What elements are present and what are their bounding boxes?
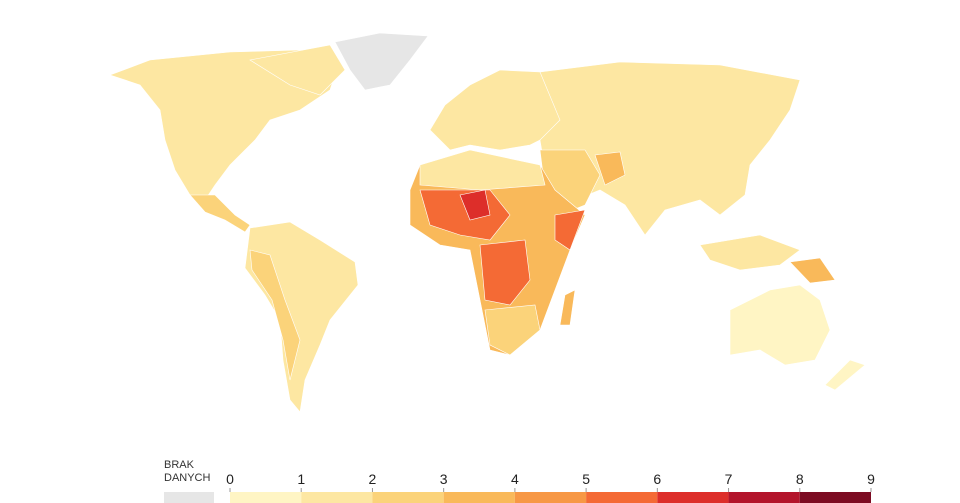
canada-islands xyxy=(249,44,346,96)
southern-africa xyxy=(484,304,541,356)
legend-tick-label: 2 xyxy=(369,471,377,487)
legend-bin xyxy=(301,492,373,503)
pakistan-region xyxy=(594,151,626,186)
legend-tick-label: 7 xyxy=(725,471,733,487)
legend-bin xyxy=(657,492,729,503)
niger xyxy=(459,189,491,221)
no-data-swatch xyxy=(164,492,214,503)
no-data-label: BRAK DANYCH xyxy=(164,459,211,484)
legend-tick-label: 3 xyxy=(440,471,448,487)
legend-bin xyxy=(728,492,800,503)
southeast-asia xyxy=(699,234,801,271)
world-map xyxy=(109,32,866,413)
legend-tick-label: 5 xyxy=(582,471,590,487)
somalia xyxy=(554,209,586,251)
andes xyxy=(249,249,301,381)
legend-bin xyxy=(443,492,515,503)
central-africa xyxy=(479,239,531,306)
legend-tick-label: 1 xyxy=(297,471,305,487)
madagascar xyxy=(559,289,576,326)
europe xyxy=(429,69,561,151)
legend-bin xyxy=(372,492,444,503)
legend-tick-label: 4 xyxy=(511,471,519,487)
north-america xyxy=(109,49,341,201)
legend-bin xyxy=(514,492,587,503)
legend-tick-label: 8 xyxy=(796,471,804,487)
north-africa xyxy=(419,149,546,191)
new-guinea xyxy=(789,257,836,284)
legend-tick-label: 6 xyxy=(653,471,661,487)
asia xyxy=(539,61,801,236)
legend-tick-label: 9 xyxy=(867,471,875,487)
no-data-label-box: BRAK DANYCH xyxy=(164,459,211,484)
legend-bin xyxy=(799,492,871,503)
legend-tick-label: 0 xyxy=(226,471,234,487)
legend-bin xyxy=(586,492,658,503)
australia xyxy=(729,284,831,366)
legend: BRAK DANYCH 0 1 2 3 4 5 6 7 8 9 xyxy=(164,459,875,503)
new-zealand xyxy=(824,359,866,391)
south-america xyxy=(244,221,359,413)
legend-bin xyxy=(230,492,302,503)
greenland xyxy=(334,32,429,91)
central-america xyxy=(189,194,251,233)
